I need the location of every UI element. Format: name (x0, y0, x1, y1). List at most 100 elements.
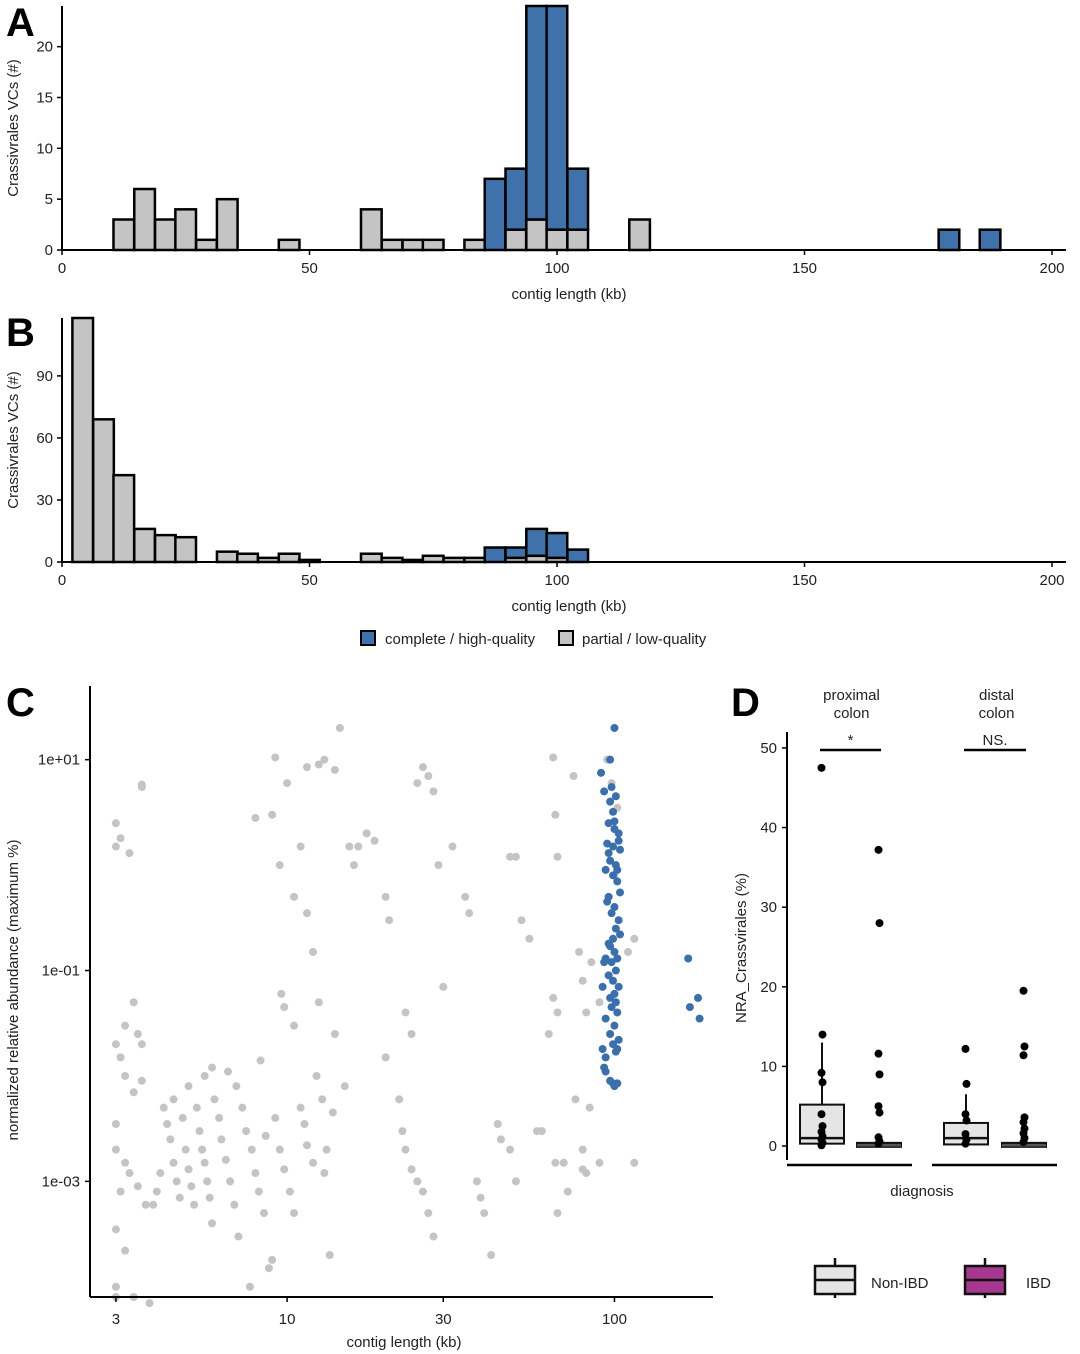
panel-d-outlier-1-1-2 (1019, 1051, 1028, 1060)
panel-c-point-partial-64 (247, 1145, 256, 1154)
panel-b-y-axis-label: Crassivrales VCs (#) (5, 371, 22, 509)
panel-d-y-tick-label-20: 20 (760, 979, 777, 996)
panel-c-point-partial-70 (264, 1264, 273, 1273)
panel-c-point-partial-149 (553, 1209, 562, 1218)
panel-c-point-partial-139 (493, 1120, 502, 1129)
panel-a-bar-partial-16 (566, 228, 590, 252)
panel-letter-d: D (731, 681, 760, 725)
panel-c-point-partial-111 (362, 829, 371, 838)
panel-a-bar-partial-2 (153, 218, 177, 252)
panel-c-point-partial-63 (242, 1127, 251, 1136)
panel-c-point-complete-16 (613, 877, 622, 886)
panel-c-point-complete-59 (613, 865, 622, 874)
panel-c-point-partial-80 (290, 1021, 299, 1030)
legend-d: Non-IBD IBD (813, 1258, 1051, 1298)
panel-c-point-partial-22 (111, 1225, 120, 1234)
panel-c-point-complete-5 (611, 792, 620, 801)
panel-c-point-partial-60 (224, 1067, 233, 1076)
panel-a-x-tick-label-100: 100 (544, 260, 569, 277)
panel-c-point-complete-66 (694, 993, 703, 1002)
panel-c-point-partial-36 (175, 1193, 184, 1202)
panel-a-bar-partial-9 (401, 238, 425, 252)
panel-c-point-partial-160 (587, 958, 596, 967)
panel-c-point-partial-162 (571, 1095, 580, 1104)
panel-c-point-partial-89 (251, 813, 260, 822)
panel-c-point-complete-33 (606, 993, 615, 1002)
panel-d-y-tick-label-40: 40 (760, 820, 777, 837)
panel-c-point-partial-16 (111, 1145, 120, 1154)
panel-c-point-partial-100 (290, 892, 299, 901)
panel-c-point-complete-28 (611, 966, 620, 975)
legend-nonibd-label: Non-IBD (871, 1275, 929, 1292)
panel-c-point-partial-172 (559, 1158, 568, 1167)
panel-a-bar-partial-3 (174, 208, 198, 252)
panel-d-facet-title-0-line-0: proximal (823, 687, 880, 704)
panel-c-point-complete-60 (604, 849, 613, 858)
panel-a-bar-complete-15 (545, 4, 569, 231)
panel-c-point-partial-105 (335, 723, 344, 732)
panel-a-axes: 0 50 100 150 200 0 5 10 15 20 (36, 6, 1066, 277)
panel-d-facet-title-1-line-1: colon (979, 705, 1015, 722)
panel-a-bar-partial-15 (545, 228, 569, 252)
panel-d-outlier-0-1-3 (875, 1070, 884, 1079)
panel-c-point-complete-31 (614, 982, 623, 991)
legend-partial-swatch (558, 630, 574, 646)
panel-c-point-partial-108 (345, 842, 354, 851)
panel-c-point-complete-65 (685, 1003, 694, 1012)
panel-c-point-partial-102 (271, 753, 280, 762)
panel-c-point-partial-128 (424, 772, 433, 781)
panel-c-point-complete-11 (609, 842, 618, 851)
legend-ibd-label: IBD (1026, 1275, 1051, 1292)
panel-c-point-partial-158 (578, 976, 587, 985)
panel-b-x-tick-label-0: 0 (58, 572, 66, 589)
panel-c-point-partial-156 (569, 772, 578, 781)
panel-c-point-partial-133 (461, 892, 470, 901)
panel-b-y-tick-label-30: 30 (36, 492, 53, 509)
panel-d-facet-title-0-line-1: colon (834, 705, 870, 722)
panel-c-point-partial-77 (290, 1209, 299, 1218)
panel-c-points (111, 723, 704, 1308)
panel-b-bar-partial-0 (71, 316, 95, 564)
panel-c-point-partial-23 (121, 1246, 130, 1255)
panel-c-point-partial-54 (215, 1113, 224, 1122)
legend-nonibd-swatch (813, 1258, 857, 1298)
panel-d-outlier-1-0-0 (961, 1044, 970, 1053)
panel-c-point-partial-127 (418, 763, 427, 772)
panel-c-point-partial-3 (125, 849, 134, 858)
legend-partial-label: partial / low-quality (582, 631, 707, 648)
legend-ab: complete / high-quality partial / low-qu… (360, 630, 707, 648)
panel-c-point-complete-29 (604, 971, 613, 980)
panel-c-point-partial-86 (318, 1095, 327, 1104)
panel-c-point-partial-104 (314, 760, 323, 769)
panel-letter-c: C (6, 681, 35, 725)
legend-complete-swatch (360, 630, 376, 646)
panel-c-point-complete-67 (695, 1014, 704, 1023)
panel-c-point-partial-143 (517, 916, 526, 925)
panel-c-point-complete-64 (684, 954, 693, 963)
panel-c-point-partial-153 (551, 810, 560, 819)
panel-c-point-partial-37 (169, 1095, 178, 1104)
panel-c-point-partial-148 (551, 1158, 560, 1167)
panel-c-point-complete-1 (606, 755, 615, 764)
panel-d-outlier-1-1-4 (1019, 1118, 1028, 1127)
panel-c-point-partial-19 (125, 1169, 134, 1178)
panel-a-y-tick-label-0: 0 (45, 242, 53, 259)
panel-b-y-tick-label-0: 0 (45, 554, 53, 571)
panel-c-point-complete-25 (610, 947, 619, 956)
panel-c-point-complete-6 (609, 807, 618, 816)
panel-c-point-partial-39 (181, 1145, 190, 1154)
panel-c-x-tick-label-100: 100 (602, 1311, 627, 1328)
panel-a-bars (112, 4, 1002, 252)
panel-c-point-partial-92 (296, 842, 305, 851)
panel-c-point-partial-21 (141, 1200, 150, 1209)
panel-c-point-partial-140 (496, 1135, 505, 1144)
panel-d-outlier-0-0-3 (818, 1078, 827, 1087)
panel-d-outlier-1-0-2 (961, 1110, 970, 1119)
panel-b-bar-complete-17 (483, 546, 507, 564)
panel-c-point-partial-154 (553, 852, 562, 861)
panel-b-bar-complete-20 (545, 531, 569, 560)
panel-c-point-partial-61 (232, 1082, 241, 1091)
panel-c-point-complete-63 (607, 783, 616, 792)
panel-d-outlier-1-1-8 (1019, 1138, 1028, 1147)
panel-c-point-partial-55 (217, 1135, 226, 1144)
